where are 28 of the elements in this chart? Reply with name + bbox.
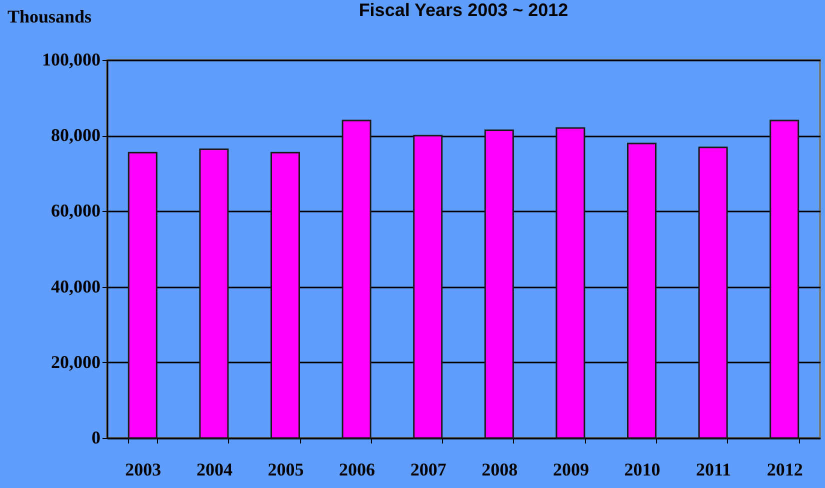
y-tick-label: 20,000 xyxy=(51,352,100,372)
y-tick-label: 100,000 xyxy=(42,50,100,70)
bar xyxy=(556,127,586,439)
x-tick-label: 2010 xyxy=(624,460,660,480)
y-tick-label: 40,000 xyxy=(51,276,100,296)
bar xyxy=(342,120,372,439)
bar xyxy=(128,152,158,439)
y-axis-title: Thousands xyxy=(8,6,92,26)
x-tick-label: 2009 xyxy=(552,460,589,480)
bar xyxy=(199,148,229,439)
bar xyxy=(270,152,300,439)
x-tick-label: 2004 xyxy=(196,460,232,480)
x-tick-label: 2012 xyxy=(766,460,803,480)
bar xyxy=(698,146,728,439)
bar xyxy=(627,142,656,439)
y-tick-label: 0 xyxy=(92,428,100,448)
bar xyxy=(413,134,443,439)
y-tick-label: 60,000 xyxy=(51,200,100,221)
bar xyxy=(770,120,800,439)
bar xyxy=(484,130,514,439)
y-tick-label: 80,000 xyxy=(51,125,100,146)
x-tick-label: 2011 xyxy=(696,460,732,480)
x-tick-label: 2003 xyxy=(125,460,162,480)
x-tick-label: 2005 xyxy=(268,460,304,480)
chart-title: Fiscal Years 2003 ~ 2012 xyxy=(358,0,570,21)
x-tick-label: 2007 xyxy=(410,460,446,480)
x-tick-label: 2008 xyxy=(482,460,518,480)
x-tick-label: 2006 xyxy=(339,460,376,480)
